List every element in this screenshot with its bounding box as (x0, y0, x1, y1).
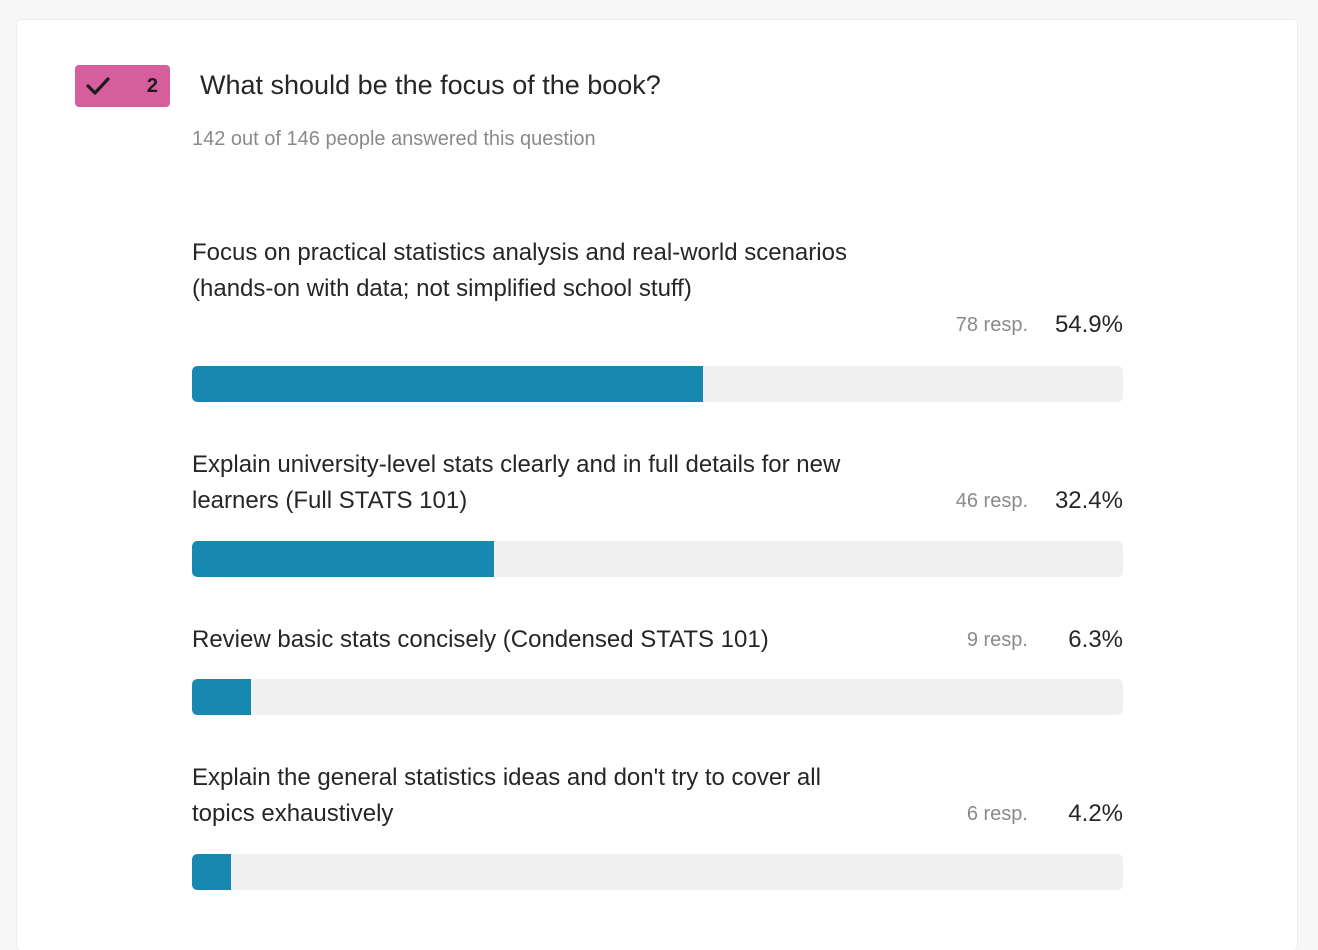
bar-fill (192, 366, 704, 402)
bar-track (192, 541, 1123, 577)
option-percent: 32.4% (1054, 487, 1123, 514)
option-percent: 6.3% (1068, 626, 1123, 653)
bar-fill (192, 541, 494, 577)
option-label: Explain the general statistics ideas and… (192, 764, 821, 827)
bar-track (192, 366, 1123, 402)
bar-track (192, 854, 1123, 890)
option-responses: 46 resp. (955, 490, 1028, 512)
option-responses: 78 resp. (955, 314, 1028, 336)
option-label: Review basic stats concisely (Condensed … (192, 626, 769, 653)
option-percent: 4.2% (1068, 800, 1123, 827)
answered-count: 142 out of 146 people answered this ques… (192, 128, 596, 150)
bar-fill (192, 854, 232, 890)
bar-track (192, 679, 1123, 715)
question-title: What should be the focus of the book? (200, 70, 661, 100)
question-number: 2 (146, 74, 158, 97)
question-card: 2 What should be the focus of the book? … (17, 20, 1297, 950)
option-responses: 9 resp. (966, 629, 1028, 651)
question-badge: 2 (75, 65, 170, 107)
bar-fill (192, 679, 251, 715)
option-label: Explain university-level stats clearly a… (192, 451, 841, 514)
option-responses: 6 resp. (966, 803, 1028, 825)
option-label: Focus on practical statistics analysis a… (192, 239, 847, 302)
check-icon (85, 75, 111, 97)
option-percent: 54.9% (1054, 311, 1123, 338)
